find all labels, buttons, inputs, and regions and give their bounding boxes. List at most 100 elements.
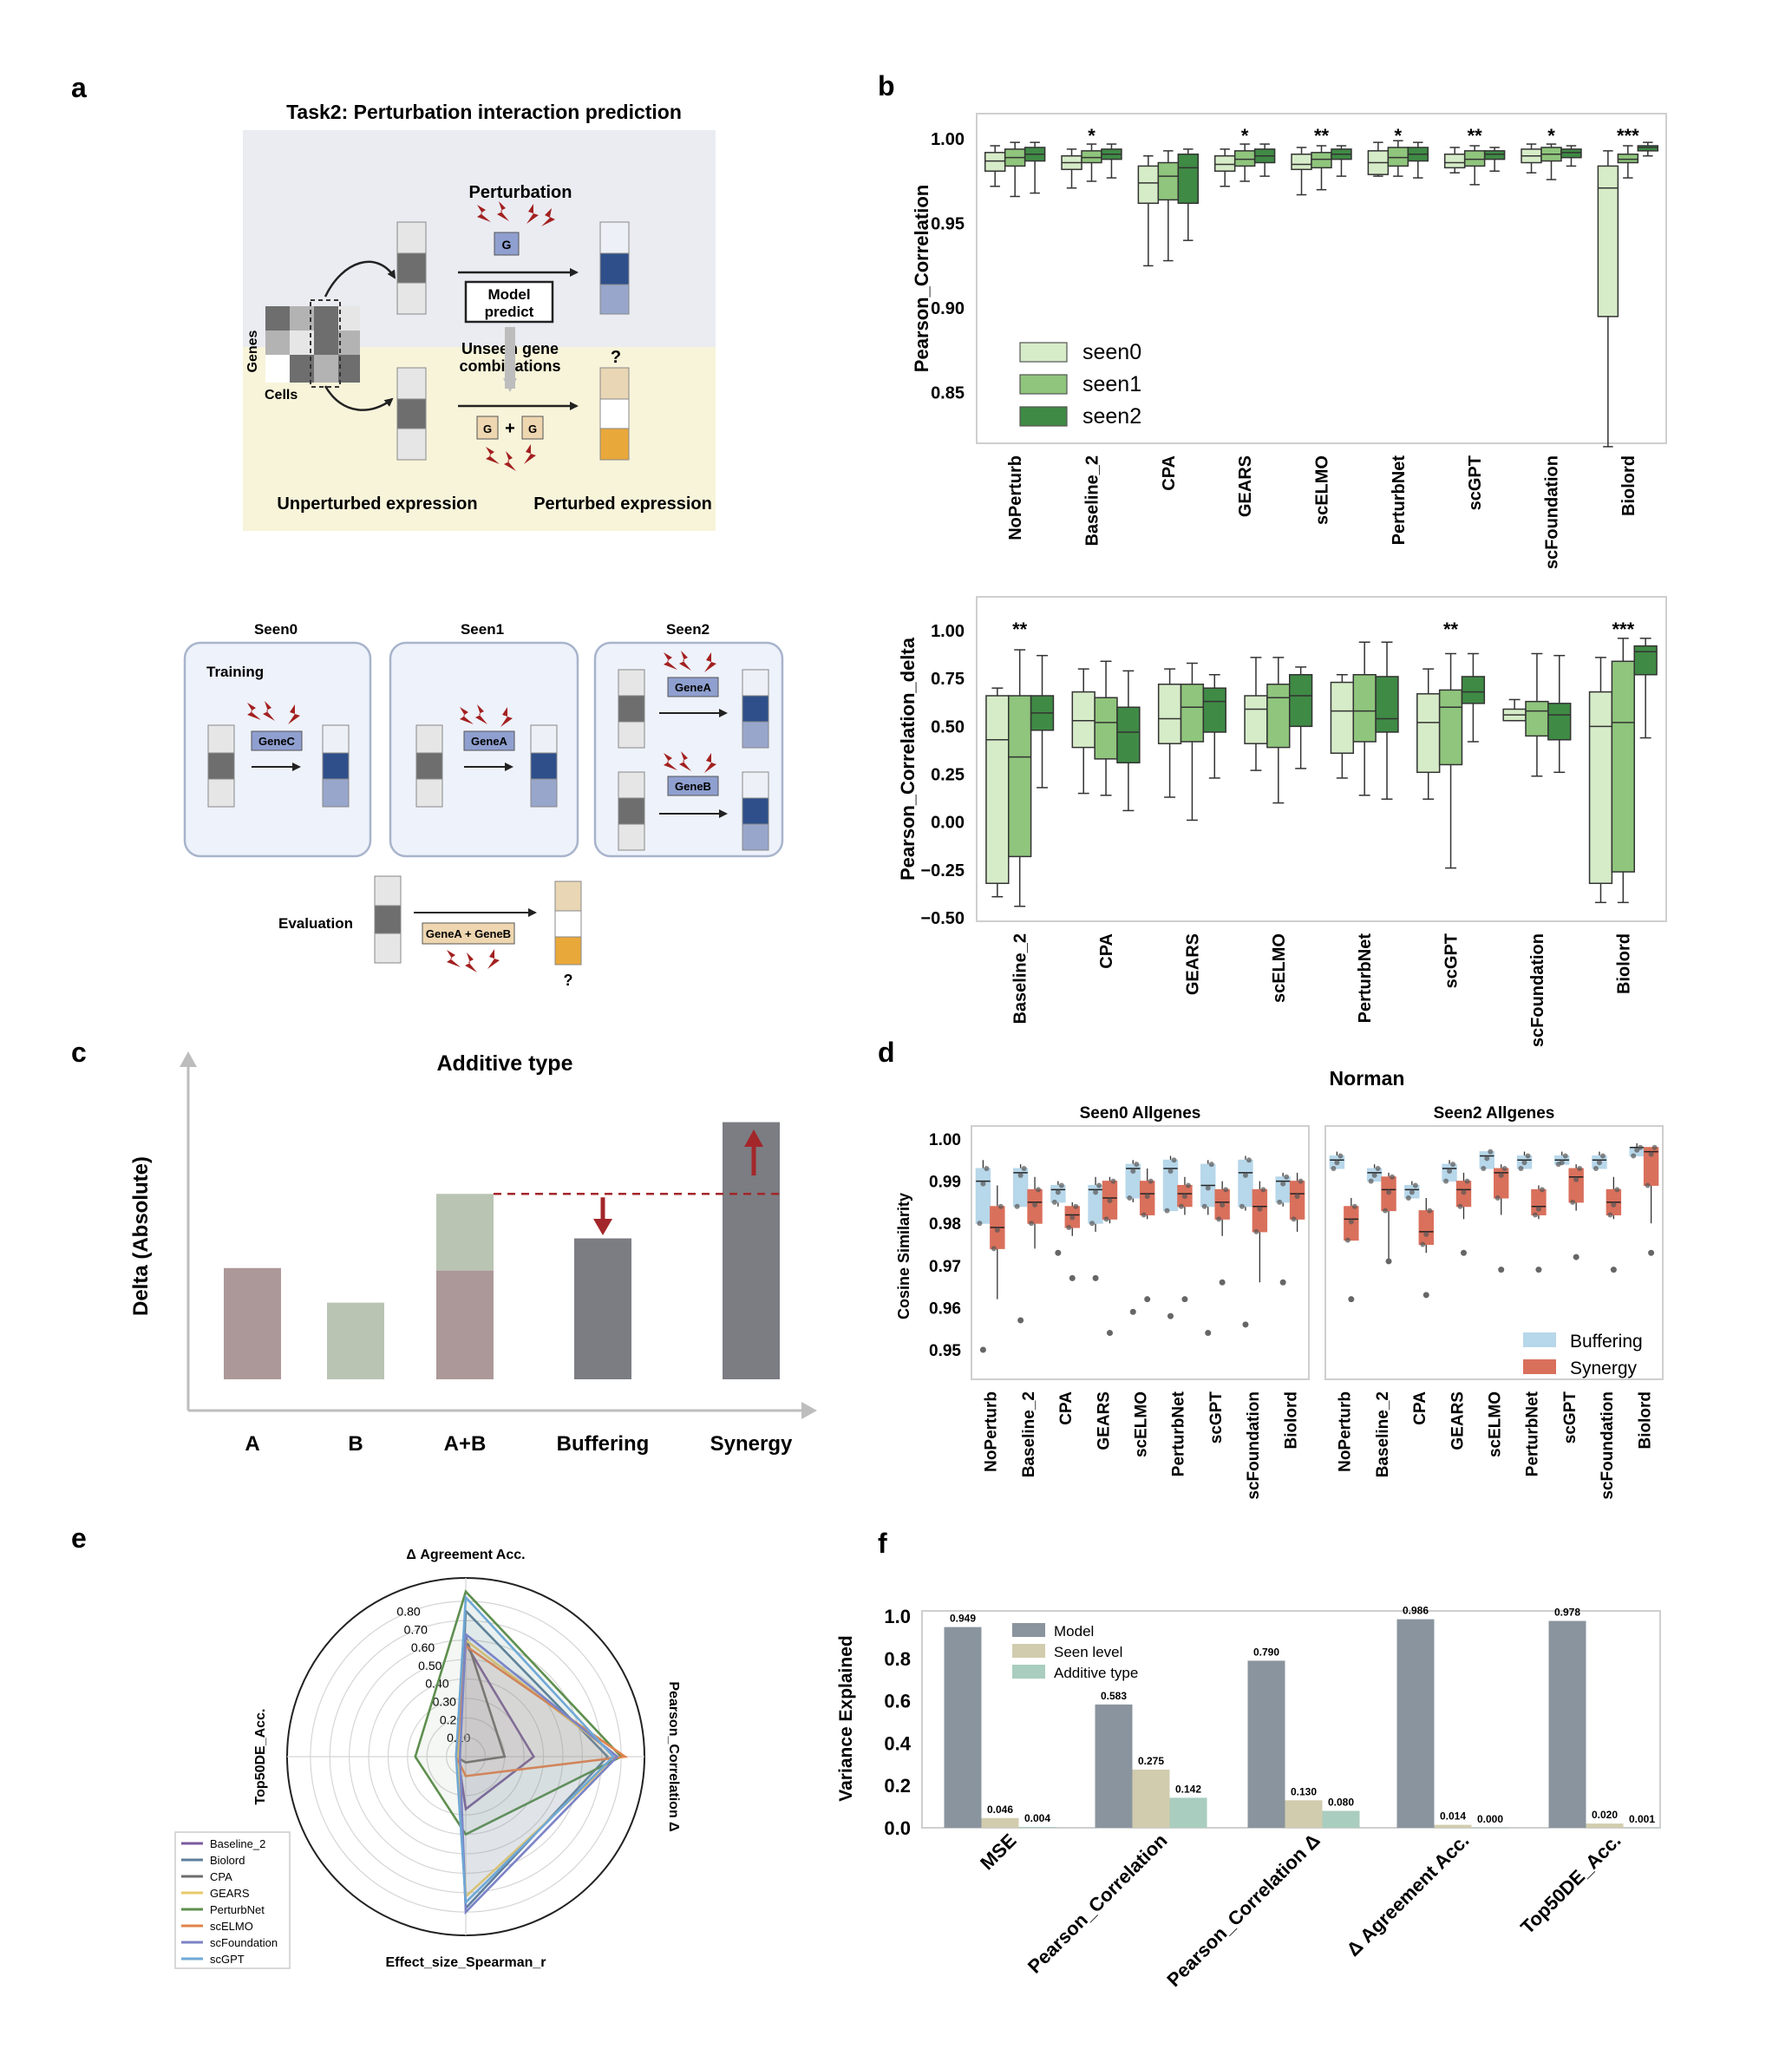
bar-Seen-level [1434, 1824, 1472, 1828]
y-tick-label: 0.8 [884, 1648, 911, 1670]
data-point [1390, 1174, 1396, 1180]
y-tick-label: −0.25 [920, 861, 965, 880]
box-seen1 [1081, 150, 1102, 164]
data-point [1593, 1166, 1599, 1172]
bar-Model [1247, 1660, 1285, 1828]
box-seen1 [1611, 660, 1635, 873]
box-buffering [1012, 1168, 1029, 1208]
bar-Additive-type [1471, 1828, 1509, 1829]
x-tick-label: Biolord [1636, 1391, 1654, 1450]
data-point [1599, 1153, 1606, 1159]
radar-series-scFoundation [458, 1632, 619, 1915]
lightning-icon [477, 201, 555, 226]
data-point [1570, 1199, 1576, 1205]
predict-label: predict [485, 304, 534, 320]
data-point [1032, 1201, 1038, 1208]
significance-marker: * [1395, 125, 1403, 147]
expression-matrix: Genes Cells [245, 299, 360, 403]
y-tick-label: 0.95 [931, 215, 965, 234]
data-point [1405, 1195, 1411, 1201]
box-seen1 [1233, 150, 1256, 167]
data-point [1205, 1185, 1211, 1191]
radar-axis-label: Pearson_Correlation Δ [666, 1681, 681, 1831]
data-point [1130, 1169, 1136, 1175]
box-seen2 [1560, 148, 1582, 159]
legend-label: scELMO [210, 1920, 253, 1933]
chart-title: Additive type [437, 1051, 573, 1076]
box-seen0 [984, 152, 1006, 173]
question-label: ? [611, 348, 621, 367]
data-point [1331, 1166, 1337, 1172]
bar-value-label: 0.001 [1629, 1813, 1655, 1825]
gene-label-2: G [483, 422, 492, 435]
x-tick-label: Baseline_2 [1011, 933, 1030, 1024]
significance-marker: ** [1012, 619, 1028, 640]
bar-value-label: 0.949 [950, 1613, 976, 1625]
outlier-point [1092, 1274, 1099, 1281]
data-point [1029, 1221, 1035, 1227]
box-seen1 [1157, 161, 1180, 201]
outlier-point [1205, 1330, 1212, 1337]
x-tick-label: Buffering [557, 1432, 650, 1456]
outlier-point [1106, 1330, 1113, 1337]
box-seen2 [1547, 703, 1572, 741]
data-point [1488, 1149, 1494, 1155]
x-tick-label: Δ Agreement Acc. [1342, 1830, 1473, 1961]
box-seen2 [1633, 645, 1658, 676]
significance-marker: ** [1468, 125, 1483, 147]
x-tick-label: Top50DE_Acc. [1516, 1830, 1625, 1938]
box-synergy [1289, 1181, 1305, 1220]
y-tick-label: 0.75 [931, 670, 965, 689]
chart-d-cosine-similarity: Norman Cosine Similarity 0.95 0.96 0.97 0.98 0… [895, 1067, 1664, 1500]
data-point [1208, 1162, 1214, 1168]
significance-marker: *** [1612, 619, 1634, 640]
outlier-point [1181, 1296, 1188, 1303]
radar-tick-label: 0.70 [404, 1622, 428, 1636]
bar-Model [1095, 1704, 1133, 1828]
y-tick-label: 0.50 [931, 717, 965, 736]
data-point [1242, 1172, 1248, 1178]
x-tick-label: A [245, 1432, 259, 1456]
outlier-point [1422, 1292, 1429, 1299]
data-point [1096, 1182, 1102, 1188]
data-point [1239, 1203, 1245, 1209]
data-point [1257, 1206, 1263, 1212]
data-point [1021, 1166, 1027, 1172]
x-tick-label: NoPerturb [1337, 1391, 1355, 1472]
data-point [1246, 1157, 1252, 1163]
panel-letter-c: c [71, 1037, 87, 1068]
outlier-point [1648, 1249, 1655, 1256]
up-arrow-head [744, 1129, 763, 1147]
x-tick-label: B [348, 1432, 363, 1456]
geneA-label: GeneA [471, 735, 508, 748]
bar-value-label: 0.583 [1101, 1690, 1127, 1702]
box-seen1 [1311, 152, 1332, 169]
radar-tick-label: 0.80 [396, 1604, 420, 1618]
box-synergy [1643, 1147, 1659, 1186]
data-point [1559, 1160, 1565, 1166]
outlier-point [1573, 1254, 1579, 1260]
data-point [1420, 1241, 1426, 1247]
facet-title: Seen0 Allgenes [1080, 1104, 1201, 1123]
data-point [1284, 1174, 1290, 1180]
data-point [1014, 1203, 1020, 1209]
box-seen0 [1443, 154, 1466, 169]
data-point [1481, 1166, 1487, 1172]
chart-b-pearson-correlation-delta: −0.50 −0.25 0.00 0.25 0.50 0.75 1.00 Pearson_Co… [897, 596, 1667, 1047]
x-tick-label: PerturbNet [1390, 455, 1409, 546]
bar-Buffering [574, 1238, 631, 1379]
data-point [1457, 1203, 1463, 1209]
box-seen0 [1330, 681, 1355, 754]
bar-value-label: 0.142 [1175, 1783, 1201, 1795]
bar-Model [1396, 1619, 1435, 1828]
bar-Seen-level [981, 1817, 1019, 1828]
y-axis-arrow [180, 1051, 197, 1067]
legend-label: GEARS [210, 1887, 250, 1900]
y-tick-label: −0.50 [920, 909, 965, 928]
outlier-point [1055, 1249, 1062, 1256]
data-point [1223, 1187, 1229, 1193]
outlier-point [1535, 1267, 1542, 1273]
outlier-point [1129, 1308, 1136, 1315]
data-point [1464, 1178, 1470, 1184]
